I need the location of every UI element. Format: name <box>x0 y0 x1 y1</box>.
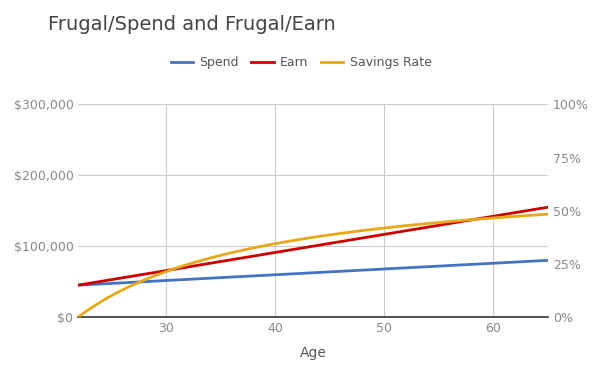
Earn <box>93 280 101 284</box>
Savings Rate <box>103 296 110 301</box>
Savings Rate <box>504 214 511 219</box>
Earn <box>504 211 511 216</box>
Line: Spend: Spend <box>78 260 548 285</box>
Savings Rate <box>200 258 207 262</box>
Spend <box>103 281 110 286</box>
Spend <box>162 278 169 283</box>
Spend <box>504 260 511 265</box>
Savings Rate <box>93 302 101 306</box>
Text: Frugal/Spend and Frugal/Earn: Frugal/Spend and Frugal/Earn <box>48 15 336 34</box>
Legend: Spend, Earn, Savings Rate: Spend, Earn, Savings Rate <box>166 51 436 74</box>
Earn <box>521 209 528 213</box>
Earn <box>103 278 110 283</box>
Savings Rate <box>521 213 528 218</box>
Spend <box>200 276 207 281</box>
Savings Rate <box>162 270 169 274</box>
X-axis label: Age: Age <box>300 346 326 360</box>
Savings Rate <box>544 212 551 216</box>
Earn <box>544 205 551 210</box>
Spend <box>521 259 528 264</box>
Earn <box>200 262 207 267</box>
Spend <box>75 283 82 287</box>
Spend <box>544 258 551 263</box>
Savings Rate <box>75 315 82 319</box>
Spend <box>93 282 101 286</box>
Line: Earn: Earn <box>78 207 548 285</box>
Line: Savings Rate: Savings Rate <box>78 214 548 317</box>
Earn <box>75 283 82 287</box>
Earn <box>162 269 169 273</box>
